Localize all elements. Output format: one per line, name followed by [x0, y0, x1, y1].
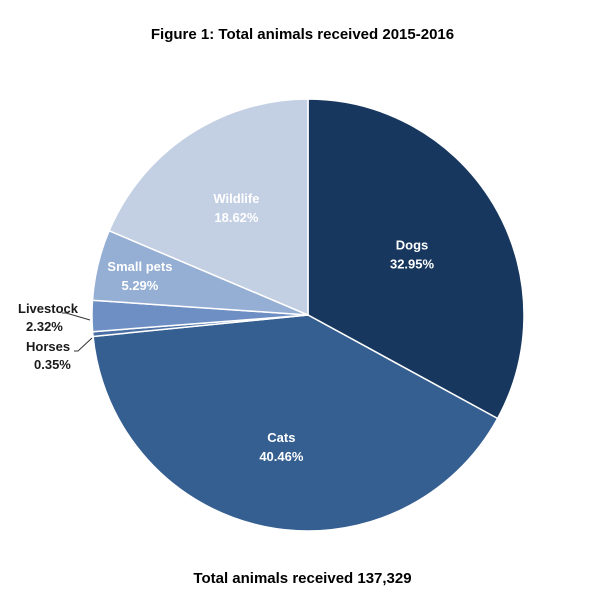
slice-label-livestock: Livestock [18, 301, 79, 316]
slice-value-cats: 40.46% [259, 449, 304, 464]
slice-value-wildlife: 18.62% [214, 210, 259, 225]
slice-label-wildlife: Wildlife [213, 191, 259, 206]
slice-label-dogs: Dogs [396, 237, 429, 252]
slice-label-cats: Cats [267, 430, 295, 445]
slice-wildlife [108, 98, 309, 317]
chart-footer: Total animals received 137,329 [193, 570, 412, 587]
leader-line-horses [74, 337, 93, 352]
pie-slices [91, 98, 525, 532]
slice-value-livestock: 2.32% [26, 319, 63, 334]
slice-label-small-pets: Small pets [107, 259, 172, 274]
leader-lines [62, 312, 93, 352]
chart-title: Figure 1: Total animals received 2015-20… [150, 26, 455, 43]
slice-cats [92, 314, 499, 532]
slice-labels: Dogs 32.95% Cats 40.46% Horses 0.35% Livestock… [18, 191, 435, 464]
leader-line-livestock [62, 312, 91, 321]
slice-value-horses: 0.35% [34, 357, 71, 372]
slice-dogs [307, 98, 525, 420]
slice-label-horses: Horses [26, 339, 70, 354]
slice-value-small-pets: 5.29% [121, 278, 158, 293]
slice-value-dogs: 32.95% [390, 256, 435, 271]
